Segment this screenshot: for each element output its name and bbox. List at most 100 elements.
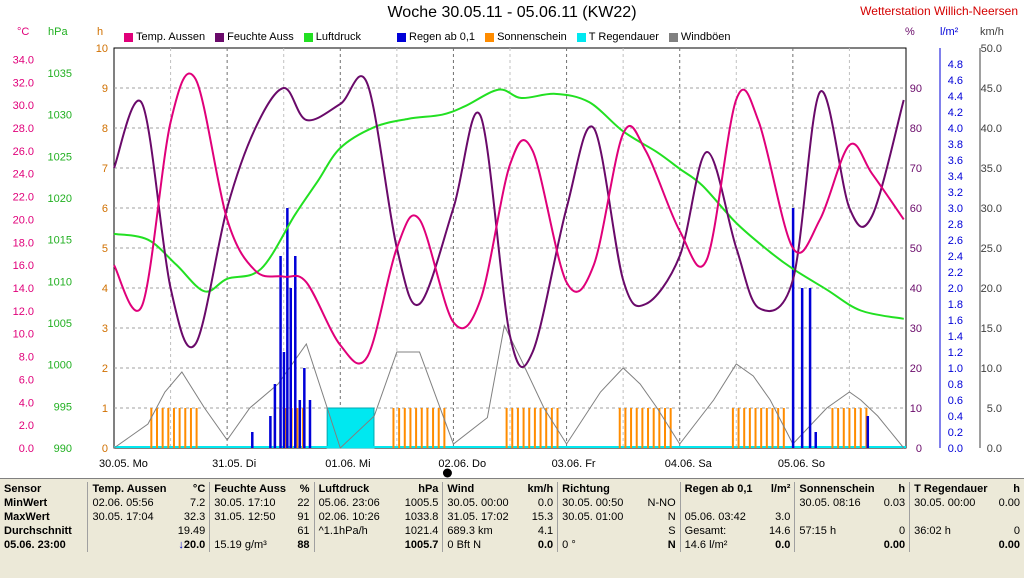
sunshine-bar (155, 408, 158, 448)
rain-tick-label: 2.6 (948, 235, 963, 247)
rain-tick-label: 1.2 (948, 347, 963, 359)
rain-bar (791, 208, 795, 448)
sunshine-bar (550, 408, 553, 448)
sunshine-bar (409, 408, 412, 448)
stat-value: 0 (899, 525, 906, 537)
sunshine-bar (782, 408, 785, 448)
sunshine-bar (865, 408, 868, 448)
rain-bar (308, 400, 312, 448)
hours-tick-label: 0 (102, 443, 108, 455)
stat-time (313, 538, 395, 552)
rain-tick-label: 3.4 (948, 171, 963, 183)
hours-tick-label: 4 (102, 283, 108, 295)
hours-tick-label: 8 (102, 123, 108, 135)
rain-tick-label: 4.0 (948, 123, 963, 135)
pressure-tick-label: 1005 (48, 318, 72, 330)
legend-swatch (124, 32, 133, 42)
stat-value: 1033.8 (404, 511, 439, 523)
hours-tick-label: 7 (102, 163, 108, 175)
x-tick-label: 30.05. Mo (99, 458, 148, 470)
sunshine-bar (556, 408, 559, 448)
stats-header-label: Wind (447, 483, 475, 495)
stat-value: 61 (297, 525, 310, 537)
sunshine-bar (403, 408, 406, 448)
legend-label: Feuchte Auss (227, 31, 294, 43)
series-line-luftdruck (113, 88, 904, 320)
stat-value: 0.03 (883, 497, 906, 509)
humidity-tick-label: 60 (910, 203, 922, 215)
sunshine-bar (184, 408, 187, 448)
sunshine-bar (854, 408, 857, 448)
pressure-tick-label: 1035 (48, 68, 72, 80)
legend: Temp. Aussen Feuchte Auss Luftdruck Rege… (124, 31, 730, 43)
series-line-temperatur (113, 72, 905, 365)
rain-bar (298, 400, 302, 448)
stats-header-unit: % (299, 483, 310, 495)
sunshine-bar (443, 408, 446, 448)
stat-time (794, 538, 876, 552)
stat-value (990, 510, 1024, 524)
legend-label: Regen ab 0,1 (409, 31, 476, 43)
wind-tick-label: 40.0 (981, 123, 1002, 135)
stat-value: 3.0 (775, 511, 791, 523)
stat-time: 14.6 l/m² (679, 538, 761, 552)
stats-row-max: MaxWert 30.05. 17:04 32.3 31.05. 12:50 91 … (0, 510, 1024, 524)
stat-time: 02.06. 10:26 (313, 510, 395, 524)
temp-tick-label: 22.0 (13, 192, 34, 204)
sunshine-bar (189, 408, 192, 448)
x-tick-label: 03.06. Fr (552, 458, 596, 470)
temp-tick-label: 8.0 (19, 352, 34, 364)
pressure-tick-label: 1010 (48, 276, 72, 288)
sunshine-bar (630, 408, 633, 448)
stats-header-label: Feuchte Auss (214, 483, 286, 495)
stat-value (760, 496, 794, 510)
sunshine-bar (842, 408, 845, 448)
stat-time (87, 524, 169, 538)
wind-tick-label: 0.0 (987, 443, 1002, 455)
rain-tick-label: 1.6 (948, 315, 963, 327)
rain-tick-label: 4.4 (948, 91, 963, 103)
stats-header-unit: h (1013, 483, 1020, 495)
humidity-tick-label: 90 (910, 83, 922, 95)
wind-tick-label: 50.0 (981, 43, 1002, 55)
stat-time: 30.05. 00:00 (909, 496, 990, 510)
sunshine-bar (172, 408, 175, 448)
humidity-tick-label: 50 (910, 243, 922, 255)
stat-value: 0.00 (883, 539, 906, 551)
stat-value: 91 (297, 511, 310, 523)
unit-wind: km/h (980, 26, 1004, 38)
x-tick-label: 05.06. So (778, 458, 825, 470)
stat-time: 30.05. 00:50 (557, 496, 638, 510)
sunshine-bar (777, 408, 780, 448)
stat-time: 0 ° (557, 538, 638, 552)
stats-table: Sensor Temp. Aussen °C Feuchte Auss % Lu… (0, 482, 1024, 552)
sunshine-bar (161, 408, 164, 448)
rain-tick-label: 3.8 (948, 139, 963, 151)
temp-tick-label: 24.0 (13, 169, 34, 181)
stats-header: Temp. Aussen °C (87, 482, 210, 496)
stats-header-unit: km/h (527, 483, 554, 495)
stat-value: 32.3 (183, 511, 206, 523)
stat-time (679, 496, 761, 510)
legend-swatch (668, 32, 678, 42)
row-label: 05.06. 23:00 (4, 539, 66, 551)
rain-tick-label: 2.0 (948, 283, 963, 295)
sunshine-bar (539, 408, 542, 448)
unit-hours: h (97, 26, 104, 38)
sunshine-bar (737, 408, 740, 448)
stat-value: 15.3 (531, 511, 554, 523)
stat-value: 1021.4 (404, 525, 439, 537)
unit-pressure: hPa (48, 26, 68, 38)
current-temp: 20.0 (183, 539, 206, 551)
temp-tick-label: 14.0 (13, 283, 34, 295)
rain-bar (251, 432, 254, 448)
stat-value: 1005.5 (404, 497, 439, 509)
stat-value: 7.2 (189, 497, 206, 509)
stats-header-unit: °C (192, 483, 206, 495)
legend-swatch (485, 32, 495, 42)
x-tick-label: 31.05. Di (212, 458, 256, 470)
sunshine-bar (859, 408, 862, 448)
legend-item: Windböen (668, 31, 730, 43)
wind-tick-label: 30.0 (981, 203, 1002, 215)
sunshine-bar (432, 408, 435, 448)
